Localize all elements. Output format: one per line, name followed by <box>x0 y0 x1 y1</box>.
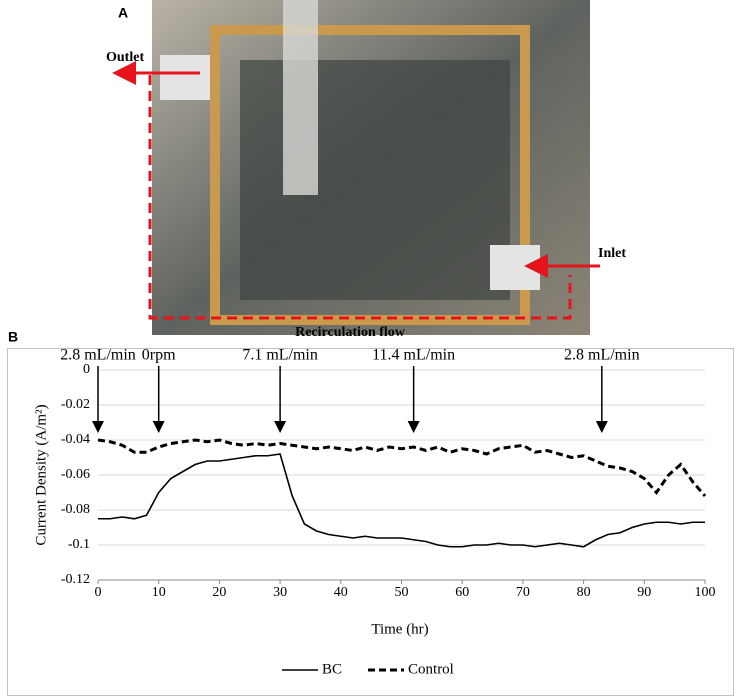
inlet-label: Inlet <box>598 246 626 261</box>
legend-label: Control <box>408 661 454 677</box>
x-tick-label: 30 <box>273 585 287 600</box>
chart-frame <box>7 348 734 696</box>
y-tick-label: -0.12 <box>61 572 90 587</box>
x-tick-label: 90 <box>637 585 651 600</box>
y-tick-label: -0.04 <box>61 432 90 447</box>
annotation: 2.8 mL/min <box>60 347 136 364</box>
x-tick-label: 20 <box>212 585 226 600</box>
x-tick-label: 60 <box>455 585 469 600</box>
annotation: 0rpm <box>142 347 176 364</box>
flow-label: Recirculation flow <box>295 325 406 340</box>
flow-path <box>148 75 572 320</box>
annotation: 7.1 mL/min <box>242 347 318 364</box>
y-tick-label: -0.08 <box>61 502 90 517</box>
y-axis-title: Current Density (A/m²) <box>33 404 49 545</box>
x-tick-label: 100 <box>695 585 716 600</box>
y-tick-label: -0.02 <box>61 397 90 412</box>
x-tick-label: 0 <box>95 585 102 600</box>
y-tick-label: -0.06 <box>61 467 90 482</box>
series-line <box>97 438 707 497</box>
x-tick-label: 80 <box>577 585 591 600</box>
outlet-label: Outlet <box>106 50 144 65</box>
y-tick-label: 0 <box>83 362 90 377</box>
photo-electrode <box>240 60 510 300</box>
x-tick-label: 40 <box>334 585 348 600</box>
x-tick-label: 50 <box>395 585 409 600</box>
photo-outlet <box>160 55 210 100</box>
x-tick-label: 70 <box>516 585 530 600</box>
legend-label: BC <box>322 661 342 677</box>
x-axis-title: Time (hr) <box>371 621 428 637</box>
photo-tube <box>283 0 318 195</box>
series-line <box>98 453 705 548</box>
panel-label: A <box>118 5 128 21</box>
panel-label: B <box>8 329 18 345</box>
y-tick-label: -0.1 <box>68 537 90 552</box>
photo-frame <box>210 25 530 325</box>
annotation: 2.8 mL/min <box>564 347 640 364</box>
x-tick-label: 10 <box>152 585 166 600</box>
annotation: 11.4 mL/min <box>372 347 455 364</box>
